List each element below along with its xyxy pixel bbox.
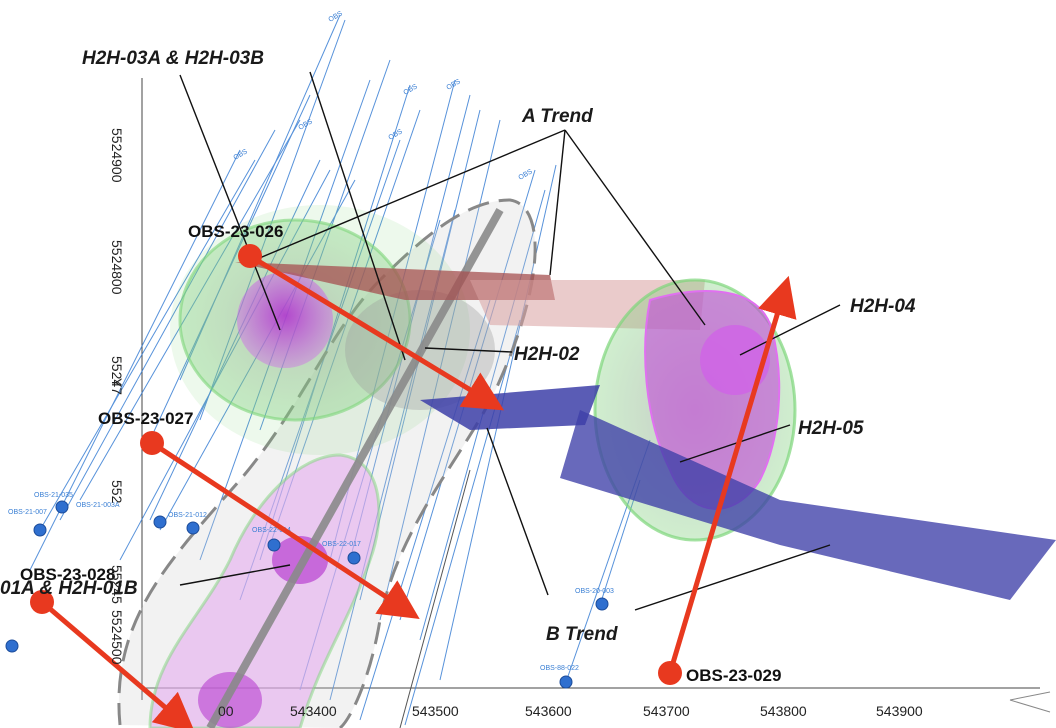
collar-obs-23-026 — [238, 244, 262, 268]
hole-label-obs-23-026: OBS-23-026 — [188, 222, 283, 241]
callout-h2h-04: H2H-04 — [850, 296, 916, 317]
callout-h2h-02: H2H-02 — [514, 344, 580, 365]
svg-text:OBS: OBS — [446, 78, 463, 92]
y-tick-label: 5524500 — [109, 610, 125, 665]
planned-trace-obs-23-029 — [667, 275, 797, 674]
orientation-gizmo — [1009, 691, 1051, 713]
svg-text:OBS: OBS — [388, 128, 405, 142]
callout-h2h-05: H2H-05 — [798, 418, 864, 439]
planned-trace-obs-23-027 — [150, 440, 420, 619]
y-tick-label: 5524900 — [109, 128, 125, 183]
y-axis-ticks: 5524900 5524800 55247 552 55245 5524500 — [109, 128, 125, 665]
left-magenta-core — [237, 272, 333, 368]
svg-text:OBS: OBS — [403, 83, 420, 97]
x-tick-label: 543400 — [290, 703, 337, 719]
hole-label-obs-23-029: OBS-23-029 — [686, 666, 781, 685]
existing-hole-label: OBS-22-014 — [252, 527, 291, 534]
svg-text:OBS: OBS — [328, 10, 345, 24]
b-trend-plane-right — [560, 410, 1056, 600]
existing-hole-label: OBS-22-017 — [322, 541, 361, 548]
existing-hole-labels: OBS-21-035 OBS-21-003A OBS-21-007 OBS-21… — [8, 492, 614, 672]
collar-obs-23-028 — [30, 590, 54, 614]
callout-h2h-01ab: 01A & H2H-01B — [0, 578, 138, 599]
x-tick-label: 543800 — [760, 703, 807, 719]
planned-trace-obs-23-026 — [248, 253, 505, 411]
callout-b-trend: B Trend — [546, 624, 618, 645]
existing-hole-label: OBS-20-003 — [575, 588, 614, 595]
x-tick-label: 00 — [218, 703, 234, 719]
hole-label-obs-23-028: OBS-23-028 — [20, 565, 115, 584]
hole-label-obs-23-027: OBS-23-027 — [98, 409, 193, 428]
existing-hole-label: OBS-21-035 — [34, 492, 73, 499]
h2h-04-core — [700, 325, 770, 395]
x-tick-label: 543500 — [412, 703, 459, 719]
collar-obs-23-029 — [658, 661, 682, 685]
svg-text:OBS: OBS — [233, 148, 250, 162]
existing-hole-label: OBS-21-012 — [168, 512, 207, 519]
existing-hole-collars — [5, 500, 609, 689]
y-tick-label: 5524800 — [109, 240, 125, 295]
existing-hole-label: OBS-21-007 — [8, 509, 47, 516]
x-tick-label: 543700 — [643, 703, 690, 719]
existing-hole-label: OBS-21-003A — [76, 502, 120, 509]
x-axis-ticks: 00 543400 543500 543600 543700 543800 54… — [218, 703, 923, 719]
planned-hole-traces — [40, 253, 797, 728]
callout-h2h-03ab: H2H-03A & H2H-03B — [82, 48, 264, 69]
grid-diagonal — [399, 469, 471, 728]
y-tick-label: 55247 — [109, 356, 125, 395]
planned-trace-obs-23-028 — [40, 600, 196, 728]
planned-hole-collars — [30, 244, 682, 685]
collar-obs-23-027 — [140, 431, 164, 455]
leader-lines — [179, 71, 841, 611]
existing-hole-label: OBS-88-022 — [540, 665, 579, 672]
callout-a-trend: A Trend — [521, 106, 593, 127]
y-axis-letter: Y — [109, 378, 125, 388]
y-tick-label: 552 — [109, 480, 125, 504]
x-tick-label: 543600 — [525, 703, 572, 719]
x-tick-label: 543900 — [876, 703, 923, 719]
y-tick-label: 55245 — [109, 565, 125, 604]
